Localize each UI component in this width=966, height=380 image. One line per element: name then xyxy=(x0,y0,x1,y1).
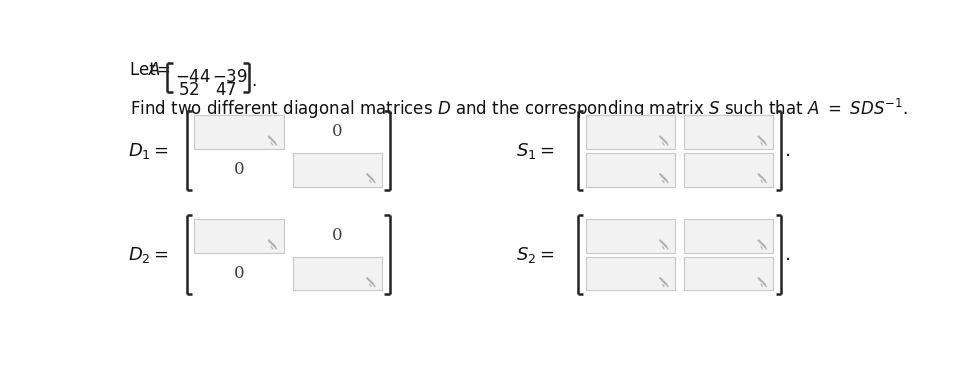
Text: =: = xyxy=(156,61,170,79)
FancyBboxPatch shape xyxy=(684,219,774,253)
Text: $47$: $47$ xyxy=(215,81,237,99)
FancyBboxPatch shape xyxy=(585,256,675,290)
Text: 0: 0 xyxy=(332,124,343,140)
FancyBboxPatch shape xyxy=(194,219,283,253)
Text: .: . xyxy=(785,141,791,160)
Text: $S_1 =$: $S_1 =$ xyxy=(516,141,554,161)
FancyBboxPatch shape xyxy=(684,153,774,187)
Text: $D_1 =$: $D_1 =$ xyxy=(128,141,169,161)
FancyBboxPatch shape xyxy=(293,256,382,290)
Text: $\mathit{A}$: $\mathit{A}$ xyxy=(148,61,161,79)
Text: $S_2 =$: $S_2 =$ xyxy=(516,245,554,264)
FancyBboxPatch shape xyxy=(293,153,382,187)
FancyBboxPatch shape xyxy=(585,115,675,149)
Text: .: . xyxy=(785,245,791,264)
Text: $52$: $52$ xyxy=(178,81,200,99)
Text: 0: 0 xyxy=(234,265,244,282)
Text: $-44$: $-44$ xyxy=(175,68,211,86)
Text: Let: Let xyxy=(130,61,161,79)
FancyBboxPatch shape xyxy=(585,219,675,253)
Text: .: . xyxy=(252,72,257,90)
Text: 0: 0 xyxy=(332,227,343,244)
FancyBboxPatch shape xyxy=(194,115,283,149)
Text: Find two different diagonal matrices $\mathit{D}$ and the corresponding matrix $: Find two different diagonal matrices $\m… xyxy=(130,97,908,120)
FancyBboxPatch shape xyxy=(585,153,675,187)
Text: $-39$: $-39$ xyxy=(213,68,248,86)
Text: 0: 0 xyxy=(234,161,244,178)
FancyBboxPatch shape xyxy=(684,256,774,290)
FancyBboxPatch shape xyxy=(684,115,774,149)
Text: $D_2 =$: $D_2 =$ xyxy=(128,245,169,264)
